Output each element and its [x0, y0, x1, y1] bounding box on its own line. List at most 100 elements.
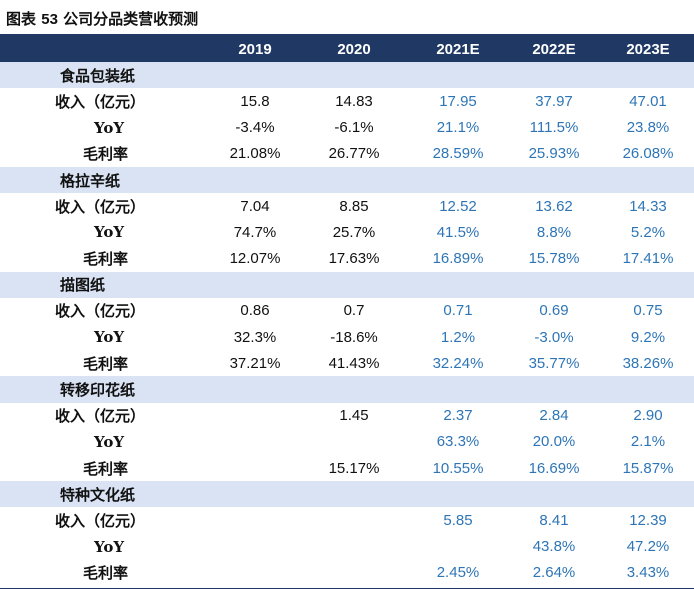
value-cell: 7.04	[240, 197, 270, 215]
value-cell: 2.84	[539, 407, 569, 425]
value-cell: 28.59%	[432, 145, 484, 163]
revenue-row: 收入（亿元） 7.04 8.85 12.52 13.62 14.33	[0, 193, 694, 219]
section-name: 特种文化纸	[0, 481, 212, 508]
value-cell	[212, 403, 298, 429]
value-cell: 16.69%	[528, 459, 580, 477]
yoy-row: YoY 63.3% 20.0% 2.1%	[0, 429, 694, 455]
row-label: 毛利率	[83, 564, 129, 583]
value-cell	[212, 429, 298, 455]
value-cell	[298, 507, 410, 533]
value-cell: 5.85	[443, 511, 473, 529]
row-label: 收入（亿元）	[55, 92, 146, 111]
title-number: 53	[41, 11, 58, 28]
section-filler-cell	[602, 271, 694, 298]
value-cell: 43.8%	[532, 538, 576, 556]
section-filler-cell	[298, 481, 410, 508]
row-label: YoY	[94, 432, 125, 451]
section-filler-cell	[506, 166, 602, 194]
value-cell: 15.87%	[622, 459, 674, 477]
value-cell: 3.43%	[626, 564, 670, 582]
row-label: YoY	[94, 537, 125, 556]
value-cell: 21.1%	[436, 119, 480, 137]
value-cell	[298, 429, 410, 455]
row-label: 收入（亿元）	[55, 302, 146, 321]
value-cell: 32.24%	[432, 354, 484, 372]
value-cell	[410, 534, 506, 560]
value-cell: 74.7%	[233, 223, 277, 241]
value-cell: 16.89%	[432, 250, 484, 268]
header-year-2021e: 2021E	[410, 36, 506, 63]
value-cell: 2.37	[443, 407, 473, 425]
value-cell: 2.90	[633, 407, 663, 425]
value-cell: -3.4%	[235, 119, 275, 137]
revenue-row: 收入（亿元） 1.45 2.37 2.84 2.90	[0, 403, 694, 429]
yoy-row: YoY -3.4% -6.1% 21.1% 111.5% 23.8%	[0, 115, 694, 141]
value-cell: 25.7%	[332, 223, 376, 241]
row-label: 收入（亿元）	[55, 407, 146, 426]
value-cell: 20.0%	[532, 433, 576, 451]
value-cell: 2.1%	[630, 433, 666, 451]
value-cell	[212, 560, 298, 586]
header-year-2020: 2020	[298, 36, 410, 63]
section-filler-cell	[602, 166, 694, 194]
section-filler-cell	[298, 271, 410, 298]
section-filler-cell	[602, 376, 694, 403]
row-label: 毛利率	[83, 250, 129, 269]
table-body: 食品包装纸 收入（亿元） 15.8 14.83 17.95 37.97 47.01 YoY -3…	[0, 62, 694, 586]
value-cell: -6.1%	[334, 119, 374, 137]
table-title: 图表 53 公司分品类营收预测	[6, 6, 198, 32]
value-cell: 14.83	[335, 92, 373, 110]
section-filler-cell	[506, 62, 602, 89]
header-year-2022e: 2022E	[506, 36, 602, 63]
value-cell: 15.8	[240, 92, 270, 110]
row-label: YoY	[94, 328, 125, 347]
row-label: 毛利率	[83, 145, 129, 164]
value-cell	[212, 534, 298, 560]
value-cell: 9.2%	[630, 328, 666, 346]
header-label-cell	[0, 36, 212, 63]
section-filler-cell	[506, 481, 602, 508]
value-cell: 47.2%	[626, 538, 670, 556]
section-filler-cell	[602, 62, 694, 89]
value-cell: 26.77%	[328, 145, 380, 163]
section-filler-cell	[298, 62, 410, 89]
value-cell: 37.97	[535, 92, 573, 110]
section-filler-cell	[212, 376, 298, 403]
value-cell: 17.95	[439, 92, 477, 110]
value-cell: 1.2%	[440, 328, 476, 346]
section-name: 转移印花纸	[0, 376, 212, 403]
section-filler-cell	[298, 376, 410, 403]
row-label: 毛利率	[83, 354, 129, 373]
yoy-row: YoY 32.3% -18.6% 1.2% -3.0% 9.2%	[0, 324, 694, 350]
value-cell: 17.41%	[622, 250, 674, 268]
section-header-row: 描图纸	[0, 271, 694, 298]
value-cell: -3.0%	[534, 328, 574, 346]
value-cell: 2.45%	[436, 564, 480, 582]
value-cell: 47.01	[629, 92, 667, 110]
value-cell: 15.17%	[328, 459, 380, 477]
section-filler-cell	[212, 271, 298, 298]
gross-margin-row: 毛利率 12.07% 17.63% 16.89% 15.78% 17.41%	[0, 246, 694, 272]
gross-margin-row: 毛利率 37.21% 41.43% 32.24% 35.77% 38.26%	[0, 350, 694, 376]
section-filler-cell	[410, 481, 506, 508]
value-cell	[212, 507, 298, 533]
value-cell: 17.63%	[328, 250, 380, 268]
value-cell: 0.69	[539, 302, 569, 320]
section-filler-cell	[410, 166, 506, 194]
value-cell: 12.52	[439, 197, 477, 215]
value-cell: 37.21%	[229, 354, 281, 372]
section-header-row: 转移印花纸	[0, 376, 694, 403]
revenue-row: 收入（亿元） 0.86 0.7 0.71 0.69 0.75	[0, 298, 694, 324]
section-filler-cell	[212, 62, 298, 89]
value-cell: 35.77%	[528, 354, 580, 372]
value-cell: 8.41	[539, 511, 569, 529]
title-prefix: 图表	[6, 10, 37, 28]
value-cell	[298, 534, 410, 560]
title-separator	[0, 34, 694, 36]
header-year-2019: 2019	[212, 36, 298, 63]
value-cell: 26.08%	[622, 145, 674, 163]
yoy-row: YoY 74.7% 25.7% 41.5% 8.8% 5.2%	[0, 219, 694, 245]
value-cell: -18.6%	[330, 328, 378, 346]
value-cell: 12.39	[629, 511, 667, 529]
value-cell: 13.62	[535, 197, 573, 215]
